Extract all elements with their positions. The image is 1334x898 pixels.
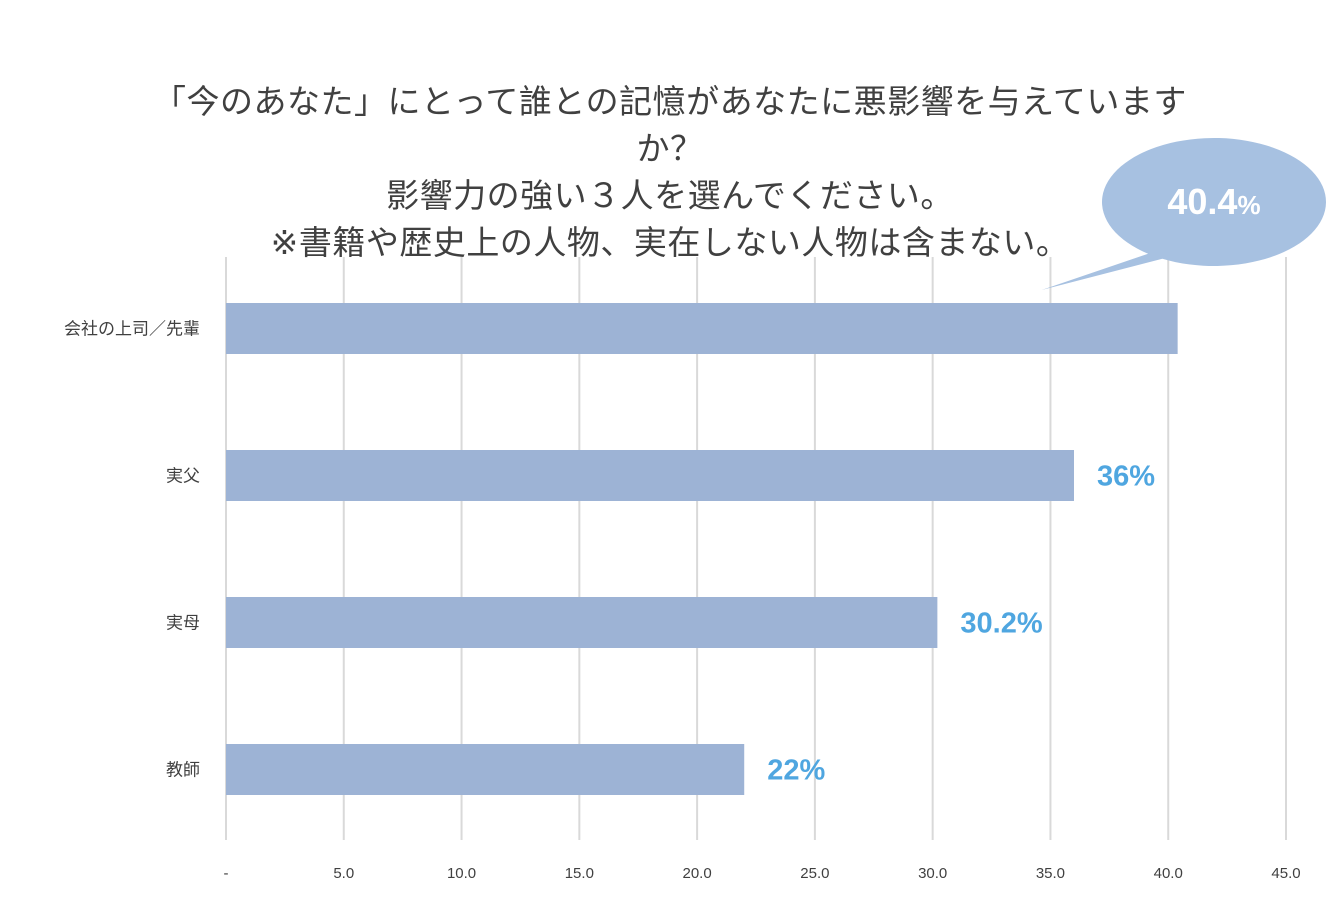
bar (226, 450, 1074, 501)
x-tick-label: 35.0 (1036, 865, 1065, 882)
bars (226, 303, 1178, 795)
callout-value: 40.4% (1167, 181, 1260, 222)
chart-title-line-3: ※書籍や歴史上の人物、実在しない人物は含まない。 (270, 223, 1070, 262)
category-label: 実母 (166, 614, 200, 634)
bar (226, 744, 745, 795)
x-axis-tick-labels: - 5.0 10.0 15.0 20.0 25.0 30.0 35.0 40.0 45.0 (224, 865, 1301, 882)
x-tick-label: - (224, 865, 229, 882)
callout-unit: % (1237, 190, 1260, 220)
x-tick-label: 30.0 (918, 865, 947, 882)
x-tick-label: 10.0 (447, 865, 476, 882)
x-tick-label: 20.0 (683, 865, 712, 882)
x-tick-label: 5.0 (333, 865, 354, 882)
x-tick-label: 45.0 (1271, 865, 1300, 882)
x-tick-label: 15.0 (565, 865, 594, 882)
category-label: 実父 (166, 467, 200, 487)
x-tick-label: 25.0 (800, 865, 829, 882)
data-label: 36% (1097, 461, 1155, 493)
data-label: 22% (767, 755, 825, 787)
data-label: 30.2% (960, 608, 1042, 640)
chart-title-line-2: 影響力の強い３人を選んでください。 (386, 176, 954, 215)
x-tick-label: 40.0 (1154, 865, 1183, 882)
callout-bubble: 40.4% (1041, 137, 1326, 290)
callout-bubble-shape (1041, 137, 1326, 290)
bar (226, 597, 938, 648)
bar (226, 303, 1178, 354)
chart-title: 「今のあなた」にとって誰との記憶があなたに悪影響を与えていますか？ 影響力の強い… (120, 78, 1220, 266)
data-labels: 36% 30.2% 22% (767, 461, 1155, 787)
category-label: 会社の上司／先輩 (64, 320, 200, 340)
callout-number: 40.4 (1167, 181, 1237, 222)
grid-lines (225, 257, 1287, 840)
chart-title-line-1: 「今のあなた」にとって誰との記憶があなたに悪影響を与えていますか？ (153, 82, 1187, 168)
category-label: 教師 (166, 761, 200, 781)
